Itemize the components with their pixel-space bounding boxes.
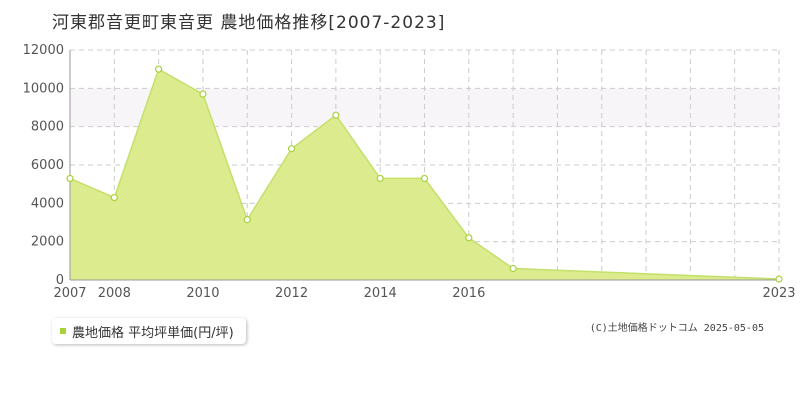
data-point	[332, 111, 340, 119]
x-tick-label: 2010	[186, 286, 219, 301]
data-point	[287, 145, 296, 153]
y-tick-label: 12000	[23, 43, 64, 58]
data-point	[199, 90, 207, 98]
y-tick-label: 10000	[23, 81, 64, 96]
data-point	[66, 174, 74, 183]
data-point	[509, 264, 517, 273]
series-area	[70, 69, 779, 281]
x-tick-label: 2012	[275, 286, 308, 301]
data-point	[775, 275, 783, 283]
y-tick-label: 8000	[31, 120, 64, 135]
y-tick-label: 0	[56, 273, 64, 288]
data-point	[110, 193, 118, 202]
data-point	[376, 174, 384, 183]
y-tick-label: 2000	[31, 235, 64, 250]
series-line	[69, 68, 780, 280]
data-point	[243, 216, 251, 224]
credit-text: (C)土地価格ドットコム 2025-05-05	[589, 323, 764, 334]
data-point	[155, 65, 163, 73]
y-tick-label: 6000	[31, 158, 64, 173]
data-point	[465, 234, 473, 242]
x-tick-label: 2007	[53, 286, 86, 301]
legend-marker-icon	[60, 328, 66, 334]
legend-label: 農地価格 平均坪単価(円/坪)	[72, 325, 234, 341]
x-tick-label: 2023	[762, 286, 795, 301]
data-point	[420, 174, 429, 183]
y-tick-label: 4000	[31, 196, 64, 211]
page-title: 河東郡音更町東音更 農地価格推移[2007-2023]	[52, 13, 446, 33]
x-tick-label: 2014	[364, 286, 397, 301]
x-tick-label: 2008	[98, 286, 131, 301]
x-tick-label: 2016	[452, 286, 485, 301]
legend: 農地価格 平均坪単価(円/坪)	[52, 318, 246, 344]
